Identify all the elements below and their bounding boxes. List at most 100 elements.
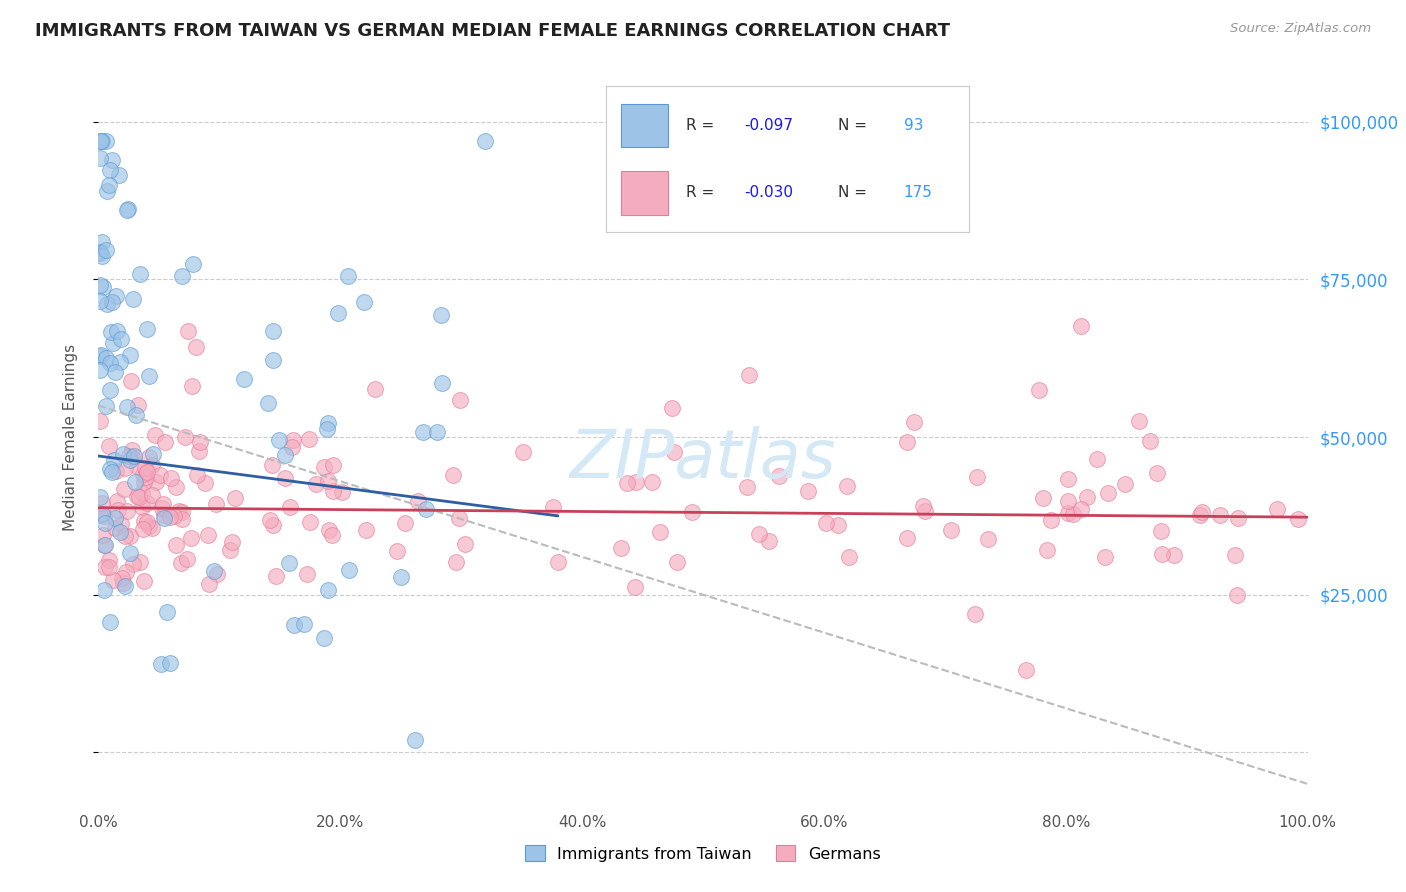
Point [134,470,156,484]
Point [94,134,117,148]
Text: IMMIGRANTS FROM TAIWAN VS GERMAN MEDIAN FEMALE EARNINGS CORRELATION CHART: IMMIGRANTS FROM TAIWAN VS GERMAN MEDIAN … [35,22,950,40]
Point [815,516,838,530]
Point [903,415,925,429]
Point [330,484,353,499]
Point [136,322,159,336]
Point [441,468,464,483]
Point [264,569,287,583]
Point [1223,548,1246,562]
Point [152,508,174,522]
Text: Source: ZipAtlas.com: Source: ZipAtlas.com [1230,22,1371,36]
Point [107,169,129,183]
Point [404,732,426,747]
Point [322,484,344,499]
Point [364,382,387,396]
Point [202,564,225,578]
Point [666,555,689,569]
Point [115,400,138,414]
Point [98,383,121,397]
Point [90,134,112,148]
Point [101,335,124,350]
Point [735,480,758,494]
Point [292,617,315,632]
Point [97,178,120,192]
Point [965,607,987,621]
Point [198,577,221,591]
Point [641,475,664,489]
Point [896,434,918,449]
Point [648,524,671,539]
Point [89,414,111,428]
Point [911,500,934,514]
Point [111,447,134,461]
Point [1227,511,1250,525]
Point [124,475,146,489]
Point [121,374,143,388]
Point [122,558,145,572]
Point [104,521,127,535]
Point [267,433,290,447]
Point [112,482,135,496]
Point [112,576,135,591]
Point [387,543,409,558]
Point [966,469,988,483]
Point [132,522,155,536]
Point [610,541,633,555]
Point [262,517,284,532]
Point [681,505,703,519]
Point [1286,512,1309,526]
Point [159,510,181,524]
Point [1040,513,1063,527]
Point [449,392,471,407]
Point [1076,491,1098,505]
Point [94,516,117,530]
Point [194,476,217,491]
Point [1128,413,1150,427]
Point [138,519,160,533]
Point [274,448,297,462]
Point [541,500,564,514]
Point [453,537,475,551]
Point [132,467,155,481]
Point [262,458,284,472]
Point [93,538,115,552]
Point [96,243,118,257]
Point [104,464,127,478]
Point [256,396,278,410]
Point [91,496,114,510]
Point [90,348,112,362]
Point [128,490,150,504]
Point [110,517,132,532]
Point [180,379,202,393]
Point [1265,502,1288,516]
Point [316,583,339,598]
Point [107,503,129,517]
Point [121,443,143,458]
Point [118,529,141,543]
Point [141,488,163,502]
Point [661,401,683,415]
Point [152,510,174,524]
Point [117,202,139,217]
Point [1094,549,1116,564]
Point [97,438,120,452]
Point [153,435,176,450]
Point [94,538,117,552]
Point [105,324,128,338]
Point [90,134,112,148]
Point [165,538,187,552]
Point [89,134,111,148]
Point [172,512,194,526]
Point [232,372,254,386]
Point [430,308,453,322]
Point [114,565,136,579]
Point [167,504,190,518]
Point [186,468,208,483]
Point [91,235,114,250]
Point [1188,508,1211,522]
Point [143,428,166,442]
Point [170,268,193,283]
Point [93,508,115,523]
Point [259,513,281,527]
Point [98,560,121,574]
